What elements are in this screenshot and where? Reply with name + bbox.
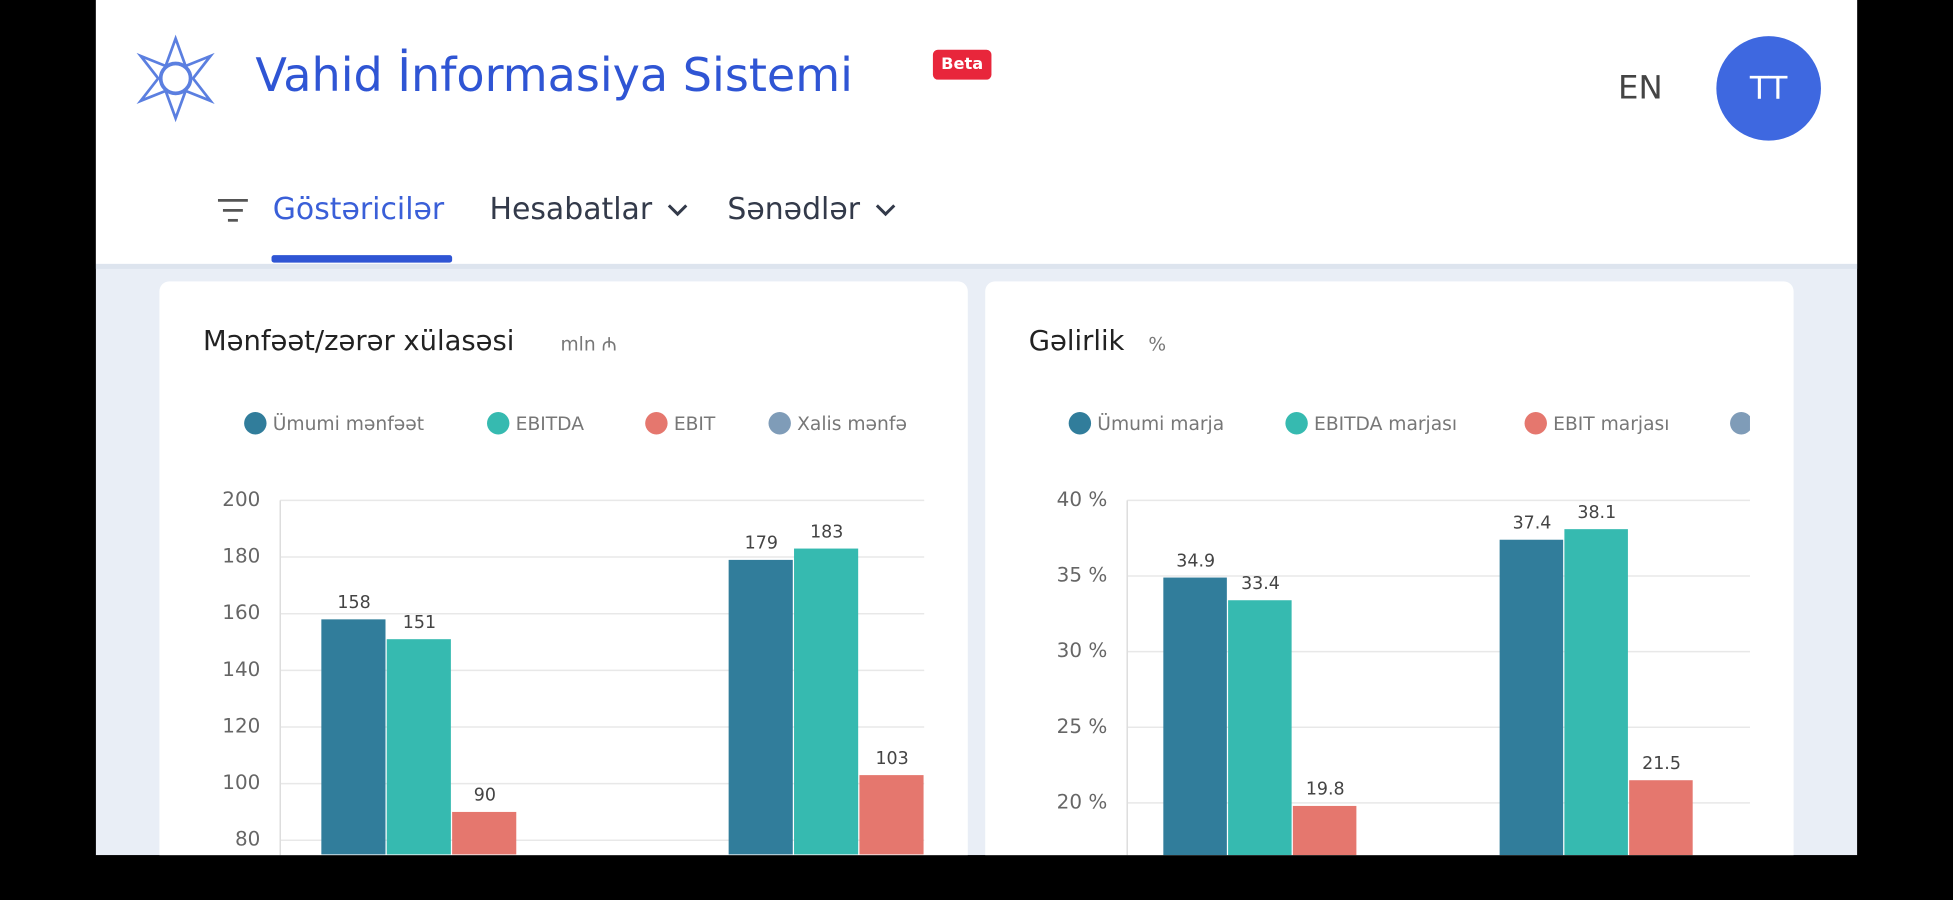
bar bbox=[1564, 529, 1628, 856]
bar bbox=[1629, 780, 1693, 856]
bar bbox=[1163, 577, 1227, 856]
data-label: 21.5 bbox=[1642, 754, 1681, 774]
header bbox=[95, 0, 1858, 264]
bar bbox=[794, 548, 859, 855]
data-label: 158 bbox=[337, 593, 370, 613]
legend-swatch bbox=[487, 412, 510, 435]
legend-swatch bbox=[768, 412, 791, 435]
app-title: Vahid İnformasiya Sistemi bbox=[255, 48, 853, 102]
y-tick-label: 25 % bbox=[1057, 715, 1108, 738]
data-label: 33.4 bbox=[1241, 574, 1280, 594]
logo[interactable] bbox=[136, 34, 215, 123]
bar bbox=[386, 639, 451, 855]
legend-label: EBIT bbox=[674, 414, 716, 435]
y-tick-label: 30 % bbox=[1057, 639, 1108, 662]
chart-unit: % bbox=[1148, 334, 1166, 355]
data-label: 34.9 bbox=[1176, 551, 1215, 571]
chart-title: Gəlirlik bbox=[1029, 326, 1125, 357]
bar bbox=[1499, 539, 1564, 856]
beta-label: Beta bbox=[941, 54, 983, 73]
legend-swatch bbox=[1068, 412, 1092, 435]
bar bbox=[1228, 600, 1292, 856]
bar bbox=[859, 775, 924, 855]
y-tick-label: 120 bbox=[222, 714, 260, 737]
legend-label: Ümumi marja bbox=[1097, 412, 1224, 435]
nav-active-underline bbox=[271, 255, 453, 263]
data-label: 183 bbox=[810, 522, 843, 542]
data-label: 179 bbox=[745, 534, 778, 554]
data-label: 90 bbox=[474, 786, 496, 806]
legend-label: EBITDA bbox=[516, 414, 585, 435]
y-tick-label: 40 % bbox=[1057, 488, 1108, 511]
legend-label: EBIT marjası bbox=[1553, 414, 1669, 435]
chart-title: Mənfəət/zərər xülasəsi bbox=[203, 326, 514, 357]
y-tick-label: 200 bbox=[222, 488, 260, 511]
y-tick-label: 80 bbox=[235, 828, 260, 851]
y-tick-label: 20 % bbox=[1057, 790, 1108, 813]
legend-label: Ümumi mənfəət bbox=[273, 412, 424, 435]
bar bbox=[1292, 805, 1357, 856]
header-shadow bbox=[95, 263, 1858, 269]
nav-item[interactable]: Göstəricilər bbox=[273, 192, 445, 227]
chart-plot: Ümumi mənfəət EBITDA EBIT Xalis mənfə 80 100 1… bbox=[222, 412, 925, 856]
legend-label: Xalis mənfə bbox=[797, 414, 907, 435]
avatar[interactable] bbox=[1716, 36, 1821, 141]
beta-badge bbox=[932, 49, 992, 80]
y-tick-label: 180 bbox=[222, 545, 260, 568]
chart-unit: mln ₼ bbox=[560, 334, 616, 355]
y-tick-label: 160 bbox=[222, 601, 260, 624]
bar bbox=[728, 559, 793, 855]
data-label: 103 bbox=[875, 749, 908, 769]
chart-plot: Ümumi marja EBITDA marjası EBIT marjası 20 … bbox=[1057, 412, 1750, 856]
language-switch[interactable]: EN bbox=[1618, 69, 1663, 107]
legend-swatch bbox=[1524, 412, 1547, 435]
nav-item[interactable]: Sənədlər bbox=[727, 192, 860, 227]
filter-icon[interactable] bbox=[217, 199, 248, 222]
dropdown-chevron bbox=[667, 204, 688, 217]
legend-swatch bbox=[645, 412, 668, 435]
data-label: 151 bbox=[403, 613, 436, 633]
y-tick-label: 35 % bbox=[1057, 564, 1108, 587]
data-label: 37.4 bbox=[1513, 514, 1552, 534]
legend-label: EBITDA marjası bbox=[1314, 414, 1457, 435]
dropdown-chevron bbox=[875, 204, 896, 217]
bar bbox=[452, 811, 517, 855]
legend-swatch bbox=[244, 412, 267, 435]
avatar-initials: TT bbox=[1749, 71, 1788, 107]
legend-swatch bbox=[1730, 412, 1750, 435]
data-label: 38.1 bbox=[1577, 503, 1616, 523]
data-label: 19.8 bbox=[1306, 780, 1345, 800]
y-tick-label: 100 bbox=[222, 771, 260, 794]
y-tick-label: 140 bbox=[222, 658, 260, 681]
bottom-bar bbox=[95, 855, 1858, 900]
bar bbox=[321, 619, 386, 855]
legend-swatch bbox=[1285, 412, 1308, 435]
nav-item[interactable]: Hesabatlar bbox=[489, 192, 652, 227]
